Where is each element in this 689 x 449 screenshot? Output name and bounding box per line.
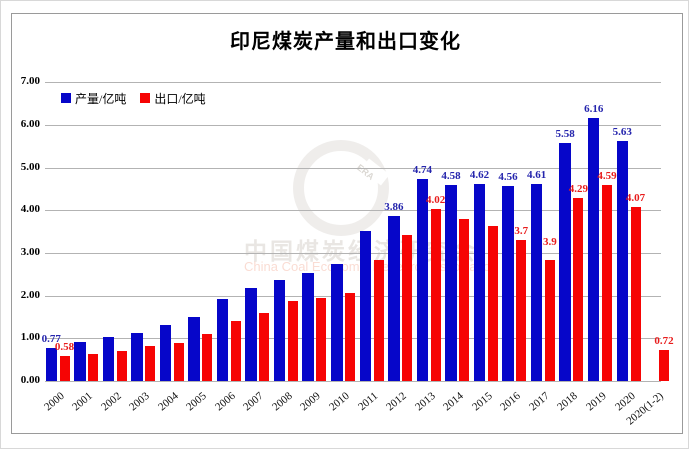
bar-production-2014 bbox=[445, 185, 457, 381]
bar-label: 4.62 bbox=[469, 168, 490, 181]
bar-export-2013 bbox=[430, 209, 441, 381]
bar-export-2012 bbox=[402, 234, 413, 381]
bar-label: 4.02 bbox=[426, 194, 446, 207]
bar-label: 4.29 bbox=[568, 182, 589, 195]
bar-export-2018 bbox=[573, 197, 584, 381]
bar-production-2000 bbox=[45, 348, 57, 381]
legend: 产量/亿吨 出口/亿吨 bbox=[61, 90, 206, 106]
bar-label: 4.59 bbox=[597, 170, 617, 182]
bar-export-2016 bbox=[516, 240, 527, 381]
bar-production-2002 bbox=[102, 337, 115, 381]
chart-title: 印尼煤炭产量和出口变化 bbox=[230, 31, 461, 53]
bar-label: 4.56 bbox=[498, 171, 518, 184]
gridline bbox=[45, 167, 661, 169]
bar-label: 4.74 bbox=[412, 163, 433, 176]
y-tick-label: 4.00 bbox=[20, 203, 40, 216]
y-tick-label: 5.00 bbox=[20, 160, 40, 173]
y-tick-label: 0.00 bbox=[20, 374, 40, 386]
bar-export-2009 bbox=[316, 298, 327, 381]
bar-label: 6.16 bbox=[584, 102, 604, 115]
bar-label: 3.9 bbox=[542, 235, 557, 248]
bar-export-2007 bbox=[259, 313, 270, 381]
bar-production-2011 bbox=[359, 230, 372, 381]
bar-production-2012 bbox=[388, 216, 400, 381]
gridline bbox=[45, 210, 661, 212]
bar-production-2013 bbox=[416, 178, 429, 381]
legend-label-production: 产量/亿吨 bbox=[75, 91, 127, 106]
bar-export-2014 bbox=[459, 218, 470, 381]
gridline bbox=[45, 381, 661, 382]
bar-production-2005 bbox=[188, 316, 200, 381]
bar-production-2008 bbox=[273, 280, 286, 381]
bar-export-2020 bbox=[630, 207, 641, 381]
bar-production-2006 bbox=[216, 299, 229, 381]
bar-export-2004 bbox=[173, 342, 184, 381]
bar-label: 0.72 bbox=[654, 335, 674, 348]
bar-label: 0.58 bbox=[54, 341, 75, 354]
bar-production-2004 bbox=[159, 325, 172, 381]
bar-label: 5.63 bbox=[612, 125, 632, 138]
bar-export-2000 bbox=[59, 356, 70, 381]
bar-export-2017 bbox=[544, 259, 555, 381]
bar-label: 4.07 bbox=[625, 192, 646, 205]
bar-label: 5.58 bbox=[555, 127, 575, 140]
y-tick-label: 1.00 bbox=[20, 331, 40, 344]
y-tick-label: 2.00 bbox=[20, 288, 40, 301]
bar-export-2001 bbox=[88, 354, 99, 381]
bar-export-2006 bbox=[230, 321, 241, 381]
bar-production-2001 bbox=[74, 341, 86, 381]
bar-export-2011 bbox=[373, 259, 384, 381]
bar-export-2019 bbox=[601, 185, 612, 381]
y-tick-label: 3.00 bbox=[20, 245, 40, 258]
bar-export-2020(1-2) bbox=[659, 350, 670, 381]
bar-label: 3.86 bbox=[384, 201, 404, 214]
legend-label-export: 出口/亿吨 bbox=[154, 91, 206, 106]
gridline bbox=[45, 124, 661, 126]
bar-export-2010 bbox=[345, 292, 355, 381]
bar-production-2018 bbox=[559, 142, 571, 381]
bar-production-2019 bbox=[587, 117, 600, 381]
bar-export-2002 bbox=[116, 350, 127, 381]
y-tick-label: 7.00 bbox=[20, 75, 40, 88]
bar-production-2010 bbox=[331, 263, 343, 381]
bar-export-2003 bbox=[145, 345, 156, 381]
bar-production-2009 bbox=[302, 272, 314, 381]
gridline bbox=[45, 82, 661, 84]
y-tick-label: 6.00 bbox=[20, 117, 40, 130]
bar-production-2007 bbox=[245, 288, 257, 381]
bar-production-2003 bbox=[131, 332, 143, 381]
bar-production-2017 bbox=[530, 184, 543, 381]
watermark-logo-circle-icon: ERA bbox=[293, 140, 390, 236]
legend-swatch-production-icon bbox=[61, 93, 71, 103]
legend-swatch-export-icon bbox=[140, 93, 151, 103]
bar-export-2008 bbox=[287, 300, 298, 381]
bar-export-2015 bbox=[487, 226, 498, 381]
bar-label: 4.58 bbox=[441, 170, 461, 183]
bar-label: 4.61 bbox=[526, 169, 547, 182]
bar-production-2015 bbox=[473, 183, 486, 381]
bar-label: 0.77 bbox=[41, 333, 61, 346]
bar-production-2020 bbox=[616, 140, 628, 381]
bar-production-2016 bbox=[502, 186, 514, 381]
gridline bbox=[45, 252, 661, 254]
bar-export-2005 bbox=[202, 334, 213, 381]
bar-label: 3.7 bbox=[514, 225, 529, 238]
